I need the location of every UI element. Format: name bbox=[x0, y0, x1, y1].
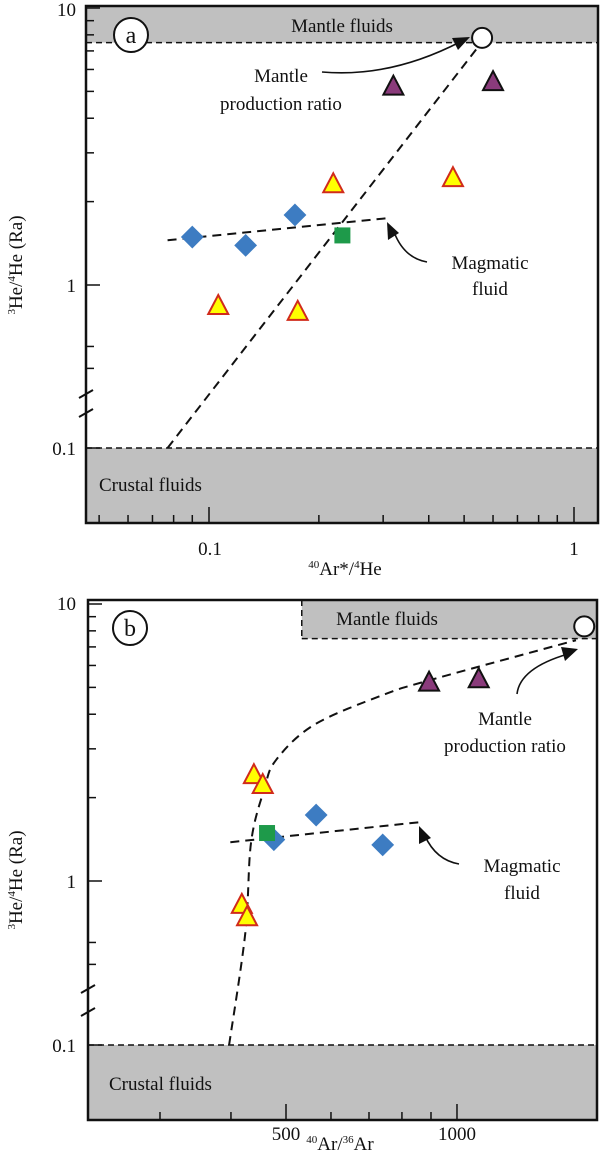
mantle-ratio-label-2: production ratio bbox=[444, 736, 566, 757]
plot-frame bbox=[86, 598, 599, 1122]
y-tick-label: 10 bbox=[57, 594, 76, 615]
magmatic-fluid-line bbox=[167, 217, 386, 242]
magmatic-label-1: Magmatic bbox=[451, 253, 528, 274]
arrowhead-icon bbox=[561, 647, 578, 661]
crustal-fluids-band bbox=[88, 1045, 597, 1120]
panel-label-circle bbox=[112, 610, 148, 646]
mantle-fluids-band bbox=[86, 6, 598, 43]
y-axis-title: 3He/4He (Ra) bbox=[6, 830, 27, 929]
mantle-ratio-arrow bbox=[516, 653, 569, 695]
blue-diamond-marker bbox=[234, 233, 258, 257]
magmatic-arrow bbox=[424, 835, 460, 865]
arrowhead-icon bbox=[419, 826, 431, 844]
magmatic-arrow bbox=[393, 231, 428, 263]
x-tick-label: 1000 bbox=[438, 1124, 476, 1145]
y-tick-label: 1 bbox=[67, 276, 77, 297]
mantle-fluids-label: Mantle fluids bbox=[336, 609, 438, 630]
yellow-triangle-marker bbox=[441, 165, 465, 188]
crustal-fluids-label: Crustal fluids bbox=[99, 475, 202, 496]
y-tick-label: 0.1 bbox=[52, 439, 76, 460]
mantle-ratio-label-1: Mantle bbox=[254, 66, 308, 87]
mixing-line bbox=[166, 48, 478, 449]
plot-frame bbox=[84, 4, 600, 525]
crustal-fluids-band bbox=[86, 448, 598, 523]
green-square-marker bbox=[259, 825, 276, 842]
panel-label: a bbox=[126, 23, 137, 49]
y-axis-title: 3He/4He (Ra) bbox=[6, 215, 27, 314]
blue-diamond-marker bbox=[371, 833, 395, 857]
x-axis-title: 40Ar*/4He bbox=[308, 559, 381, 580]
y-tick-label: 1 bbox=[67, 872, 77, 893]
yellow-triangle-marker bbox=[321, 171, 345, 194]
green-square-marker bbox=[334, 227, 351, 244]
purple-triangle-marker bbox=[381, 73, 406, 96]
x-tick-label: 500 bbox=[272, 1124, 301, 1145]
magmatic-label-2: fluid bbox=[504, 883, 540, 904]
panel-b: b Mantle fluids Crustal fluids Mantle pr… bbox=[6, 594, 599, 1153]
x-tick-label: 1 bbox=[569, 539, 579, 560]
purple-triangle-marker bbox=[481, 68, 505, 92]
purple-triangle-marker bbox=[417, 669, 441, 692]
arrowhead-icon bbox=[387, 222, 399, 240]
magmatic-fluid-line bbox=[230, 821, 420, 844]
mantle-fluids-band bbox=[301, 600, 597, 639]
magmatic-label-2: fluid bbox=[472, 279, 508, 300]
y-tick-label: 0.1 bbox=[52, 1036, 76, 1057]
panel-a: a Mantle fluids Crustal fluids Mantle pr… bbox=[6, 0, 600, 580]
mantle-ratio-label-2: production ratio bbox=[220, 94, 342, 115]
arrowhead-icon bbox=[452, 37, 470, 50]
yellow-triangle-marker bbox=[235, 904, 259, 927]
mantle-ratio-label-1: Mantle bbox=[478, 709, 532, 730]
yellow-triangle-marker bbox=[251, 771, 275, 795]
purple-triangle-marker bbox=[467, 666, 491, 689]
x-axis-title: 40Ar/36Ar bbox=[306, 1134, 374, 1153]
y-tick-label: 10 bbox=[57, 0, 76, 21]
blue-diamond-marker bbox=[304, 803, 328, 827]
panel-label-circle bbox=[113, 17, 149, 53]
mantle-ratio-arrow bbox=[321, 41, 461, 74]
yellow-triangle-marker bbox=[206, 292, 230, 315]
panel-label: b bbox=[124, 616, 136, 642]
mantle-fluids-label: Mantle fluids bbox=[291, 16, 393, 37]
yellow-triangle-marker bbox=[286, 298, 310, 321]
yellow-triangle-marker bbox=[242, 762, 266, 785]
blue-diamond-marker bbox=[283, 203, 307, 227]
mantle-production-ratio-marker bbox=[573, 615, 596, 638]
blue-diamond-marker bbox=[180, 225, 204, 249]
magmatic-label-1: Magmatic bbox=[483, 856, 560, 877]
crustal-fluids-label: Crustal fluids bbox=[109, 1074, 212, 1095]
x-tick-label: 0.1 bbox=[198, 539, 222, 560]
mantle-production-ratio-marker bbox=[471, 26, 494, 49]
